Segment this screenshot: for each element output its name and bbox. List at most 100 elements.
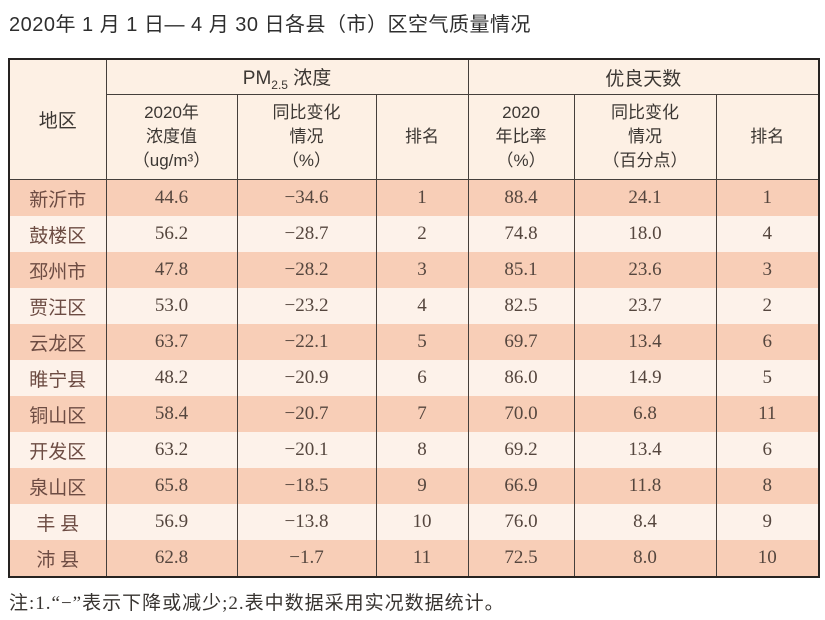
cell-region: 睢宁县 bbox=[8, 360, 107, 396]
cell-good-change: 8.0 bbox=[573, 540, 717, 577]
cell-pm-rank: 11 bbox=[375, 540, 469, 577]
cell-good-rank: 11 bbox=[715, 396, 820, 432]
cell-good-rate: 85.1 bbox=[467, 252, 575, 288]
cell-pm-change: −13.8 bbox=[236, 504, 377, 540]
cell-region: 邳州市 bbox=[8, 252, 107, 288]
cell-good-change: 13.4 bbox=[573, 324, 717, 360]
column-group-pm25: PM2.5 浓度 bbox=[105, 59, 469, 95]
cell-good-rank: 5 bbox=[715, 360, 820, 396]
table-row: 铜山区 58.4 −20.7 7 70.0 6.8 11 bbox=[8, 396, 820, 432]
cell-pm-change: −20.7 bbox=[236, 396, 377, 432]
cell-pm-rank: 7 bbox=[375, 396, 469, 432]
pm25-label-suffix: 浓度 bbox=[287, 67, 332, 89]
column-header-region: 地区 bbox=[8, 59, 107, 180]
cell-pm-value: 56.2 bbox=[105, 216, 238, 252]
cell-good-change: 11.8 bbox=[573, 468, 717, 504]
cell-good-rank: 2 bbox=[715, 288, 820, 324]
table-row: 泉山区 65.8 −18.5 9 66.9 11.8 8 bbox=[8, 468, 820, 504]
cell-pm-change: −18.5 bbox=[236, 468, 377, 504]
cell-pm-change: −22.1 bbox=[236, 324, 377, 360]
cell-good-change: 14.9 bbox=[573, 360, 717, 396]
cell-region: 沛 县 bbox=[8, 540, 107, 577]
table-row: 沛 县 62.8 −1.7 11 72.5 8.0 10 bbox=[8, 540, 820, 577]
cell-pm-rank: 2 bbox=[375, 216, 469, 252]
table-row: 云龙区 63.7 −22.1 5 69.7 13.4 6 bbox=[8, 324, 820, 360]
cell-good-change: 18.0 bbox=[573, 216, 717, 252]
cell-good-rank: 3 bbox=[715, 252, 820, 288]
cell-region: 新沂市 bbox=[8, 179, 107, 216]
pm25-label-prefix: PM bbox=[242, 67, 272, 89]
cell-region: 贾汪区 bbox=[8, 288, 107, 324]
cell-pm-change: −20.1 bbox=[236, 432, 377, 468]
cell-good-rank: 6 bbox=[715, 432, 820, 468]
cell-pm-change: −23.2 bbox=[236, 288, 377, 324]
cell-good-rate: 69.2 bbox=[467, 432, 575, 468]
table-footnote: 注:1.“−”表示下降或减少;2.表中数据采用实况数据统计。 bbox=[9, 593, 505, 614]
cell-good-rank: 4 bbox=[715, 216, 820, 252]
column-header-good-change: 同比变化 情况 （百分点） bbox=[573, 94, 717, 180]
cell-pm-change: −20.9 bbox=[236, 360, 377, 396]
cell-pm-change: −1.7 bbox=[236, 540, 377, 577]
column-header-good-rank: 排名 bbox=[715, 94, 820, 180]
cell-good-rate: 82.5 bbox=[467, 288, 575, 324]
cell-good-rate: 70.0 bbox=[467, 396, 575, 432]
cell-good-change: 6.8 bbox=[573, 396, 717, 432]
column-header-pm-rank: 排名 bbox=[375, 94, 469, 180]
page-title: 2020年 1 月 1 日— 4 月 30 日各县（市）区空气质量情况 bbox=[9, 14, 532, 36]
cell-pm-change: −34.6 bbox=[236, 179, 377, 216]
cell-region: 丰 县 bbox=[8, 504, 107, 540]
cell-good-rank: 8 bbox=[715, 468, 820, 504]
cell-pm-value: 63.7 bbox=[105, 324, 238, 360]
table-row: 贾汪区 53.0 −23.2 4 82.5 23.7 2 bbox=[8, 288, 820, 324]
cell-good-rank: 9 bbox=[715, 504, 820, 540]
table-row: 睢宁县 48.2 −20.9 6 86.0 14.9 5 bbox=[8, 360, 820, 396]
table-row: 开发区 63.2 −20.1 8 69.2 13.4 6 bbox=[8, 432, 820, 468]
cell-pm-rank: 6 bbox=[375, 360, 469, 396]
cell-good-rate: 69.7 bbox=[467, 324, 575, 360]
cell-pm-value: 62.8 bbox=[105, 540, 238, 577]
cell-good-change: 24.1 bbox=[573, 179, 717, 216]
cell-pm-rank: 9 bbox=[375, 468, 469, 504]
cell-good-rank: 1 bbox=[715, 179, 820, 216]
cell-good-rate: 88.4 bbox=[467, 179, 575, 216]
cell-pm-value: 48.2 bbox=[105, 360, 238, 396]
air-quality-table: 地区 PM2.5 浓度 优良天数 2020年 浓度值 （ug/m³） 同比变化 … bbox=[8, 58, 821, 578]
cell-good-rate: 86.0 bbox=[467, 360, 575, 396]
cell-pm-rank: 4 bbox=[375, 288, 469, 324]
cell-pm-value: 47.8 bbox=[105, 252, 238, 288]
column-group-good-days: 优良天数 bbox=[467, 59, 820, 95]
cell-good-rank: 10 bbox=[715, 540, 820, 577]
cell-region: 铜山区 bbox=[8, 396, 107, 432]
column-header-good-rate: 2020 年比率 （%） bbox=[467, 94, 575, 180]
cell-pm-rank: 8 bbox=[375, 432, 469, 468]
cell-region: 鼓楼区 bbox=[8, 216, 107, 252]
table-row: 新沂市 44.6 −34.6 1 88.4 24.1 1 bbox=[8, 179, 820, 216]
cell-pm-value: 56.9 bbox=[105, 504, 238, 540]
cell-good-change: 23.7 bbox=[573, 288, 717, 324]
cell-region: 开发区 bbox=[8, 432, 107, 468]
cell-pm-value: 65.8 bbox=[105, 468, 238, 504]
header-row-subcolumns: 2020年 浓度值 （ug/m³） 同比变化 情况 （%） 排名 2020 年比… bbox=[9, 94, 820, 180]
cell-good-change: 13.4 bbox=[573, 432, 717, 468]
cell-pm-value: 44.6 bbox=[105, 179, 238, 216]
table-row: 丰 县 56.9 −13.8 10 76.0 8.4 9 bbox=[8, 504, 820, 540]
cell-pm-rank: 10 bbox=[375, 504, 469, 540]
cell-good-rate: 66.9 bbox=[467, 468, 575, 504]
cell-pm-rank: 1 bbox=[375, 179, 469, 216]
cell-good-rate: 76.0 bbox=[467, 504, 575, 540]
cell-good-change: 8.4 bbox=[573, 504, 717, 540]
column-header-pm-change: 同比变化 情况 （%） bbox=[236, 94, 377, 180]
cell-pm-change: −28.2 bbox=[236, 252, 377, 288]
cell-good-rate: 74.8 bbox=[467, 216, 575, 252]
cell-pm-rank: 3 bbox=[375, 252, 469, 288]
cell-pm-rank: 5 bbox=[375, 324, 469, 360]
cell-pm-value: 63.2 bbox=[105, 432, 238, 468]
pm25-label-subscript: 2.5 bbox=[271, 77, 288, 92]
table-body: 新沂市 44.6 −34.6 1 88.4 24.1 1 鼓楼区 56.2 −2… bbox=[8, 179, 820, 577]
cell-good-rank: 6 bbox=[715, 324, 820, 360]
table-header: 地区 PM2.5 浓度 优良天数 2020年 浓度值 （ug/m³） 同比变化 … bbox=[8, 59, 820, 180]
cell-pm-value: 53.0 bbox=[105, 288, 238, 324]
cell-region: 云龙区 bbox=[8, 324, 107, 360]
cell-pm-change: −28.7 bbox=[236, 216, 377, 252]
